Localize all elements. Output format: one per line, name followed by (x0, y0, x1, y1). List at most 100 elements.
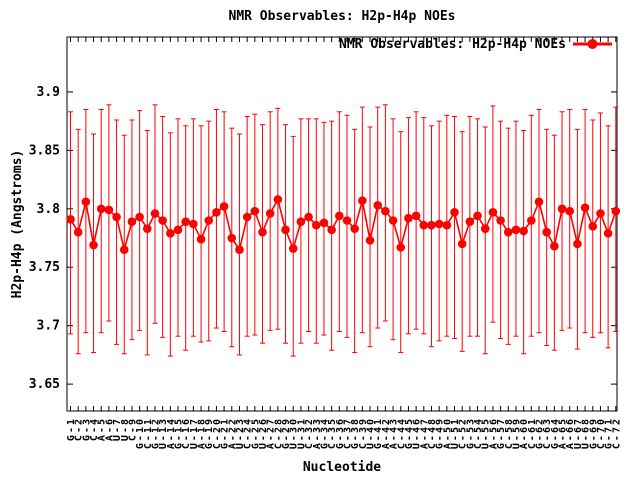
x-tick-label: C-39 (358, 417, 369, 449)
data-point (319, 218, 329, 228)
x-tick-label: C-72 (611, 417, 622, 449)
data-point (219, 202, 229, 211)
x-tick-label: A-5 (97, 417, 108, 441)
x-tick-label: A-6 (104, 417, 115, 441)
x-tick-label: C-58 (504, 417, 515, 449)
x-tick-label: C-35 (327, 417, 338, 449)
data-point (235, 245, 244, 255)
data-point (104, 205, 114, 215)
data-point (396, 243, 406, 252)
data-point (158, 216, 167, 225)
x-tick-label: G-45 (404, 417, 415, 449)
data-point (496, 216, 505, 225)
x-tick-label: G-49 (435, 417, 446, 449)
x-tick-label: U-46 (412, 417, 423, 449)
data-point (488, 208, 498, 217)
data-point (557, 204, 567, 214)
data-point (388, 216, 398, 225)
x-tick-label: G-29 (281, 417, 292, 449)
x-tick-label: G-71 (604, 417, 615, 449)
x-axis-ticks (70, 37, 617, 411)
x-tick-label: A-60 (519, 417, 530, 449)
x-tick-label: U-68 (581, 417, 592, 449)
data-point (273, 195, 283, 204)
x-tick-label: A-14 (166, 417, 177, 449)
x-tick-label: G-21 (220, 417, 231, 449)
data-point (480, 224, 490, 233)
x-tick-label: U-13 (158, 417, 169, 449)
data-point (381, 206, 390, 216)
data-point (588, 222, 598, 231)
x-tick-label: U-8 (120, 417, 131, 441)
x-tick-label: C-52 (458, 417, 469, 449)
x-tick-label: U-30 (289, 417, 300, 449)
data-point (350, 224, 359, 233)
data-point (473, 211, 482, 221)
data-point (258, 227, 267, 237)
y-axis-title: H2p-H4p (Angstroms) (10, 150, 25, 299)
x-tick-label: C-44 (396, 417, 407, 449)
x-tick-label: U-40 (366, 417, 377, 449)
data-point (335, 211, 344, 221)
data-point (66, 215, 75, 224)
y-tick-label: 3.7 (37, 319, 60, 334)
plot-border (66, 36, 618, 412)
x-tick-label: G-25 (250, 417, 261, 449)
x-tick-label: C-2 (74, 417, 85, 441)
x-tick-label: C-32 (304, 417, 315, 449)
data-point (427, 220, 436, 230)
data-point (542, 227, 551, 237)
x-tick-label: G-1 (66, 417, 77, 441)
x-tick-label: C-20 (212, 417, 223, 449)
y-tick-label: 3.9 (37, 85, 60, 100)
x-tick-label: C-16 (181, 417, 192, 449)
x-tick-label: C-48 (427, 417, 438, 449)
x-tick-label: G-10 (135, 417, 146, 449)
x-tick-label: G-12 (150, 417, 161, 449)
data-point (112, 212, 121, 222)
data-point (296, 217, 306, 226)
x-tick-label: U-17 (189, 417, 200, 449)
x-tick-label: A-65 (558, 417, 569, 449)
x-tick-label: G-57 (496, 417, 507, 449)
error-bars (68, 104, 619, 357)
x-tick-label: A-27 (266, 417, 277, 449)
data-point (89, 240, 98, 250)
data-point (404, 213, 413, 223)
data-point (204, 216, 214, 225)
data-point (580, 203, 590, 212)
x-tick-label: C-28 (273, 417, 284, 449)
x-tick-label: U-59 (511, 417, 522, 449)
data-point (503, 227, 513, 237)
x-tick-label: C-37 (342, 417, 353, 449)
x-tick-label: U-7 (112, 417, 123, 441)
x-tick-label: G-36 (335, 417, 346, 449)
data-point (534, 197, 544, 207)
x-tick-label: A-43 (389, 417, 400, 449)
data-point (73, 227, 83, 237)
y-tick-label: 3.8 (37, 202, 61, 217)
data-point (450, 208, 459, 217)
data-point (119, 245, 129, 255)
data-point (550, 241, 559, 251)
data-point (242, 212, 252, 222)
x-tick-label: C-9 (127, 417, 138, 441)
x-tick-label: C-70 (596, 417, 607, 449)
x-tick-label: G-41 (373, 417, 384, 449)
x-tick-label: G-62 (534, 417, 545, 449)
y-axis-labels: 3.65 3.7 3.75 3.8 3.85 3.9 (29, 85, 60, 392)
data-point (304, 212, 313, 222)
x-tick-label: G-3 (81, 417, 92, 441)
data-point (181, 217, 191, 226)
data-point (596, 209, 605, 218)
x-tick-label: U-26 (258, 417, 269, 449)
x-tick-label: U-23 (235, 417, 246, 449)
y-tick-label: 3.85 (29, 143, 60, 158)
data-point (327, 225, 336, 235)
x-tick-label: G-34 (319, 417, 330, 449)
x-tick-label: C-54 (473, 417, 484, 449)
x-tick-label: A-47 (419, 417, 430, 449)
data-point (265, 209, 275, 218)
